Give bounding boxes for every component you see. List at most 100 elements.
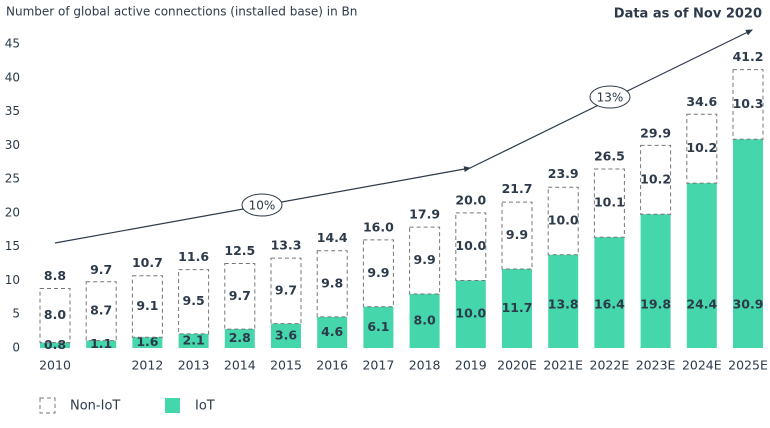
data-label: 19.8 [640,297,671,312]
total-label: 41.2 [733,49,764,64]
total-label: 9.7 [90,262,112,277]
data-label: 9.9 [414,252,436,267]
data-label: 4.6 [321,324,343,339]
x-tick-label: 2013 [178,358,210,373]
data-label: 10.0 [455,238,486,253]
x-tick-label: 2023E [636,358,676,373]
y-tick-label: 10 [5,273,20,287]
total-label: 21.7 [502,181,533,196]
bar-non-iot [547,186,579,256]
total-label: 20.0 [455,192,486,207]
y-tick-label: 20 [5,205,20,219]
bar-iot [455,280,486,348]
data-label: 6.1 [367,319,389,334]
data-label: 10.0 [548,212,579,227]
x-tick-label: 2022E [590,358,630,373]
y-tick-label: 40 [5,70,20,84]
data-label: 11.7 [502,300,533,315]
data-label: 9.9 [506,227,528,242]
data-label: 10.2 [686,140,717,155]
bar-iot [548,254,579,348]
data-label: 13.8 [548,297,579,312]
x-tick-label: 2014 [224,358,256,373]
x-tick-label: 2019 [455,358,487,373]
data-label: 10.1 [594,195,625,210]
bar-iot [132,337,163,348]
x-tick-label: 2020E [497,358,537,373]
legend-swatch [39,397,56,414]
bar-iot [502,268,532,348]
data-label: 10.3 [733,96,764,111]
bar-non-iot [455,212,487,281]
bar-iot [178,333,209,348]
data-label: 0.8 [44,337,66,352]
bar-iot [271,323,301,348]
y-tick-label: 45 [5,37,20,51]
annotation: 10% [249,199,276,213]
total-label: 34.6 [686,94,717,109]
bar-non-iot [501,201,533,270]
data-label: 24.4 [686,297,717,312]
data-label: 9.5 [183,293,205,308]
y-tick-label: 30 [5,138,20,152]
data-label: 8.0 [44,307,66,322]
legend-label: IoT [195,399,215,414]
x-tick-label: 2018 [409,358,441,373]
data-label: 10.2 [640,171,671,186]
total-label: 17.9 [409,207,440,222]
bar-iot [363,306,394,348]
x-tick-label: 2025E [728,358,768,373]
bar-non-iot [178,269,210,335]
bar-iot [86,340,117,348]
x-tick-label: 2010 [39,358,71,373]
bar-iot [733,139,763,348]
annotation-bubble [589,85,631,109]
total-label: 16.0 [363,219,394,234]
total-label: 10.7 [132,255,163,270]
bar-iot [317,316,348,348]
data-label: 1.6 [136,334,158,349]
y-tick-label: 0 [12,341,20,355]
total-label: 23.9 [548,166,579,181]
x-tick-label: 2012 [131,358,163,373]
bar-non-iot [409,226,441,295]
bar-non-iot [224,263,256,330]
y-tick-label: 15 [5,239,20,253]
data-label: 16.4 [594,297,625,312]
data-label: 9.7 [275,282,297,297]
annotation: 13% [597,91,624,105]
bar-non-iot [593,168,625,238]
x-tick-label: 2015 [270,358,302,373]
y-tick-label: 5 [12,307,20,321]
total-label: 14.4 [317,230,348,245]
bar-non-iot [732,69,764,140]
bar-non-iot [686,113,718,184]
bar-iot [409,293,440,348]
axis-title: Number of global active connections (ins… [6,5,357,19]
y-tick-label: 35 [5,104,20,118]
data-label: 9.1 [136,298,158,313]
data-label: 8.7 [90,303,112,318]
total-label: 12.5 [224,243,255,258]
bar-non-iot [640,144,672,215]
total-label: 8.8 [44,268,66,283]
annotation-bubble [241,193,283,217]
total-label: 11.6 [178,249,209,264]
data-label: 3.6 [275,327,297,342]
data-label: 9.9 [367,265,389,280]
bar-iot [40,342,70,348]
bar-iot [686,183,717,348]
data-label: 2.1 [183,332,205,347]
data-label: 10.0 [455,306,486,321]
x-tick-label: 2017 [362,358,394,373]
data-label: 9.7 [229,288,251,303]
x-tick-label: 2016 [316,358,348,373]
bar-iot [224,329,255,348]
bar-iot [594,237,625,348]
bar-non-iot [316,250,348,318]
total-label: 13.3 [271,238,302,253]
y-tick-label: 25 [5,172,20,186]
total-label: 26.5 [594,148,625,163]
data-label: 1.1 [90,336,112,351]
